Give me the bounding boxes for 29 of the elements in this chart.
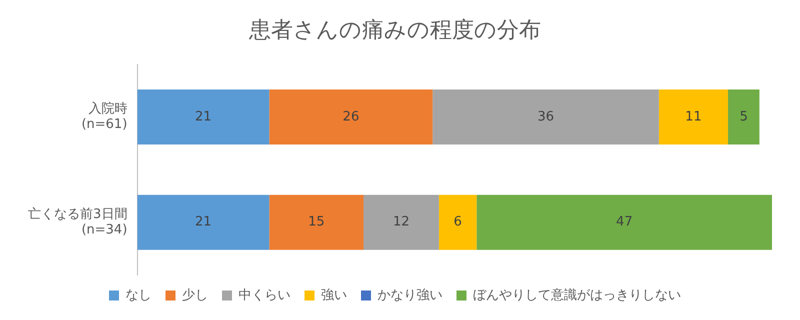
data-label: 12 — [392, 214, 410, 230]
data-label: 6 — [454, 214, 462, 230]
data-label: 5 — [740, 109, 748, 124]
bar — [476, 194, 772, 250]
legend-label: ぼんやりして意識がはっきりしない — [473, 288, 681, 303]
bar — [728, 90, 760, 145]
data-label: 11 — [685, 109, 702, 124]
bar — [137, 90, 270, 145]
legend-label: 中くらい — [238, 288, 290, 303]
bar — [658, 90, 728, 145]
data-label: 15 — [308, 214, 325, 230]
legend-label: 少し — [182, 288, 208, 303]
data-label: 26 — [342, 109, 360, 124]
y-tick-label: 入院時 (n=61) — [81, 102, 128, 132]
legend-label: かなり強い — [378, 288, 442, 303]
legend-label: なし — [126, 288, 152, 303]
bar — [269, 90, 433, 145]
data-label: 47 — [616, 214, 633, 230]
data-label: 21 — [194, 214, 212, 230]
data-label: 21 — [194, 109, 212, 124]
bar — [364, 194, 439, 250]
legend-label: 強い — [321, 288, 347, 303]
chart-title: 患者さんの痛みの程度の分布 — [248, 18, 541, 43]
bar — [137, 194, 270, 250]
bar — [269, 194, 364, 250]
bar — [432, 90, 659, 145]
data-label: 36 — [537, 109, 554, 124]
bar — [438, 194, 477, 250]
y-tick-label: 亡くなる前3日間 (n=34) — [28, 206, 128, 238]
